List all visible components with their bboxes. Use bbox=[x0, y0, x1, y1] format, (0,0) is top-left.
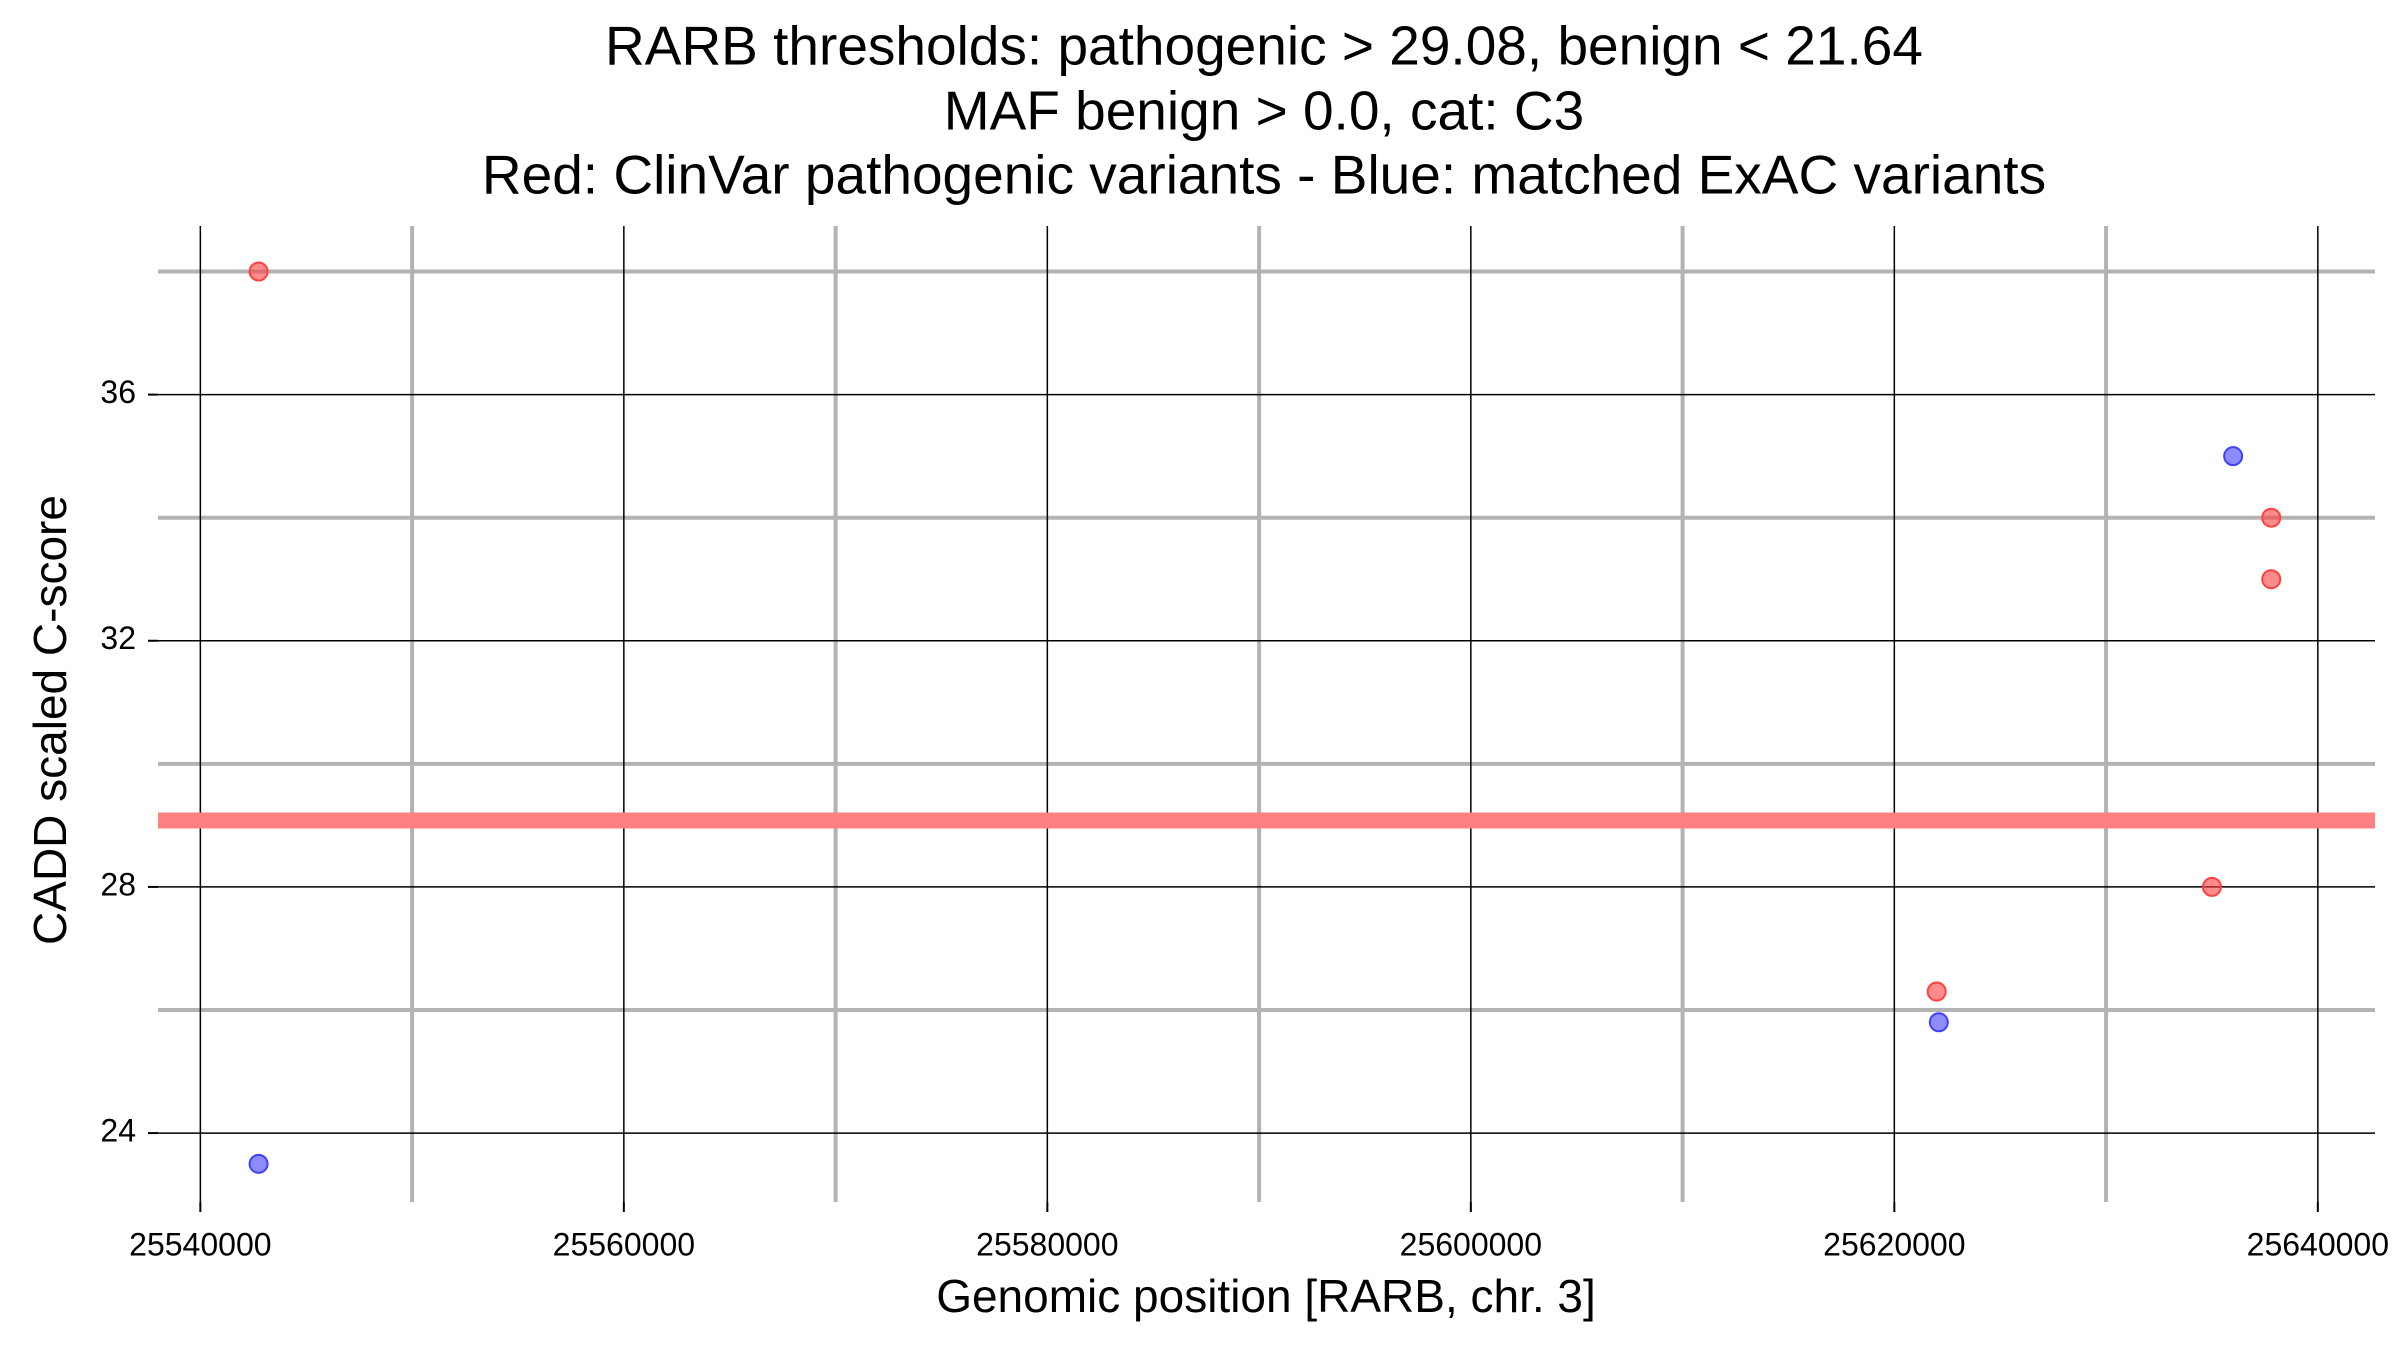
x-tick-label: 25640000 bbox=[2247, 1226, 2389, 1262]
point bbox=[248, 261, 269, 282]
point bbox=[2261, 569, 2282, 590]
x-tick-label: 25580000 bbox=[976, 1226, 1118, 1262]
x-tick-label: 25620000 bbox=[1823, 1226, 1965, 1262]
x-axis-label: Genomic position [RARB, chr. 3] bbox=[936, 1270, 1596, 1322]
point bbox=[2201, 876, 2222, 897]
point bbox=[2223, 446, 2244, 467]
y-tick-label: 24 bbox=[100, 1113, 136, 1149]
y-tick-label: 28 bbox=[100, 866, 136, 902]
chart-title: Red: ClinVar pathogenic variants - Blue:… bbox=[482, 144, 2046, 206]
y-tick-label: 36 bbox=[100, 374, 136, 410]
x-tick-label: 25600000 bbox=[1400, 1226, 1542, 1262]
x-tick-label: 25540000 bbox=[129, 1226, 271, 1262]
y-axis-label: CADD scaled C-score bbox=[24, 495, 76, 945]
y-tick-label: 32 bbox=[100, 620, 136, 656]
point bbox=[2261, 507, 2282, 528]
point bbox=[1928, 1012, 1949, 1033]
x-tick-label: 25560000 bbox=[553, 1226, 695, 1262]
point bbox=[1926, 981, 1947, 1002]
chart-title: MAF benign > 0.0, cat: C3 bbox=[944, 80, 1584, 142]
chart-title: RARB thresholds: pathogenic > 29.08, ben… bbox=[605, 15, 1923, 77]
point bbox=[248, 1153, 269, 1174]
